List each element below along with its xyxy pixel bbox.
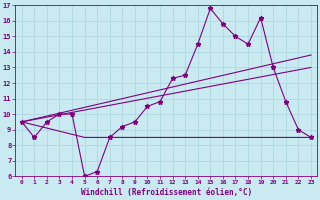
X-axis label: Windchill (Refroidissement éolien,°C): Windchill (Refroidissement éolien,°C) — [81, 188, 252, 197]
